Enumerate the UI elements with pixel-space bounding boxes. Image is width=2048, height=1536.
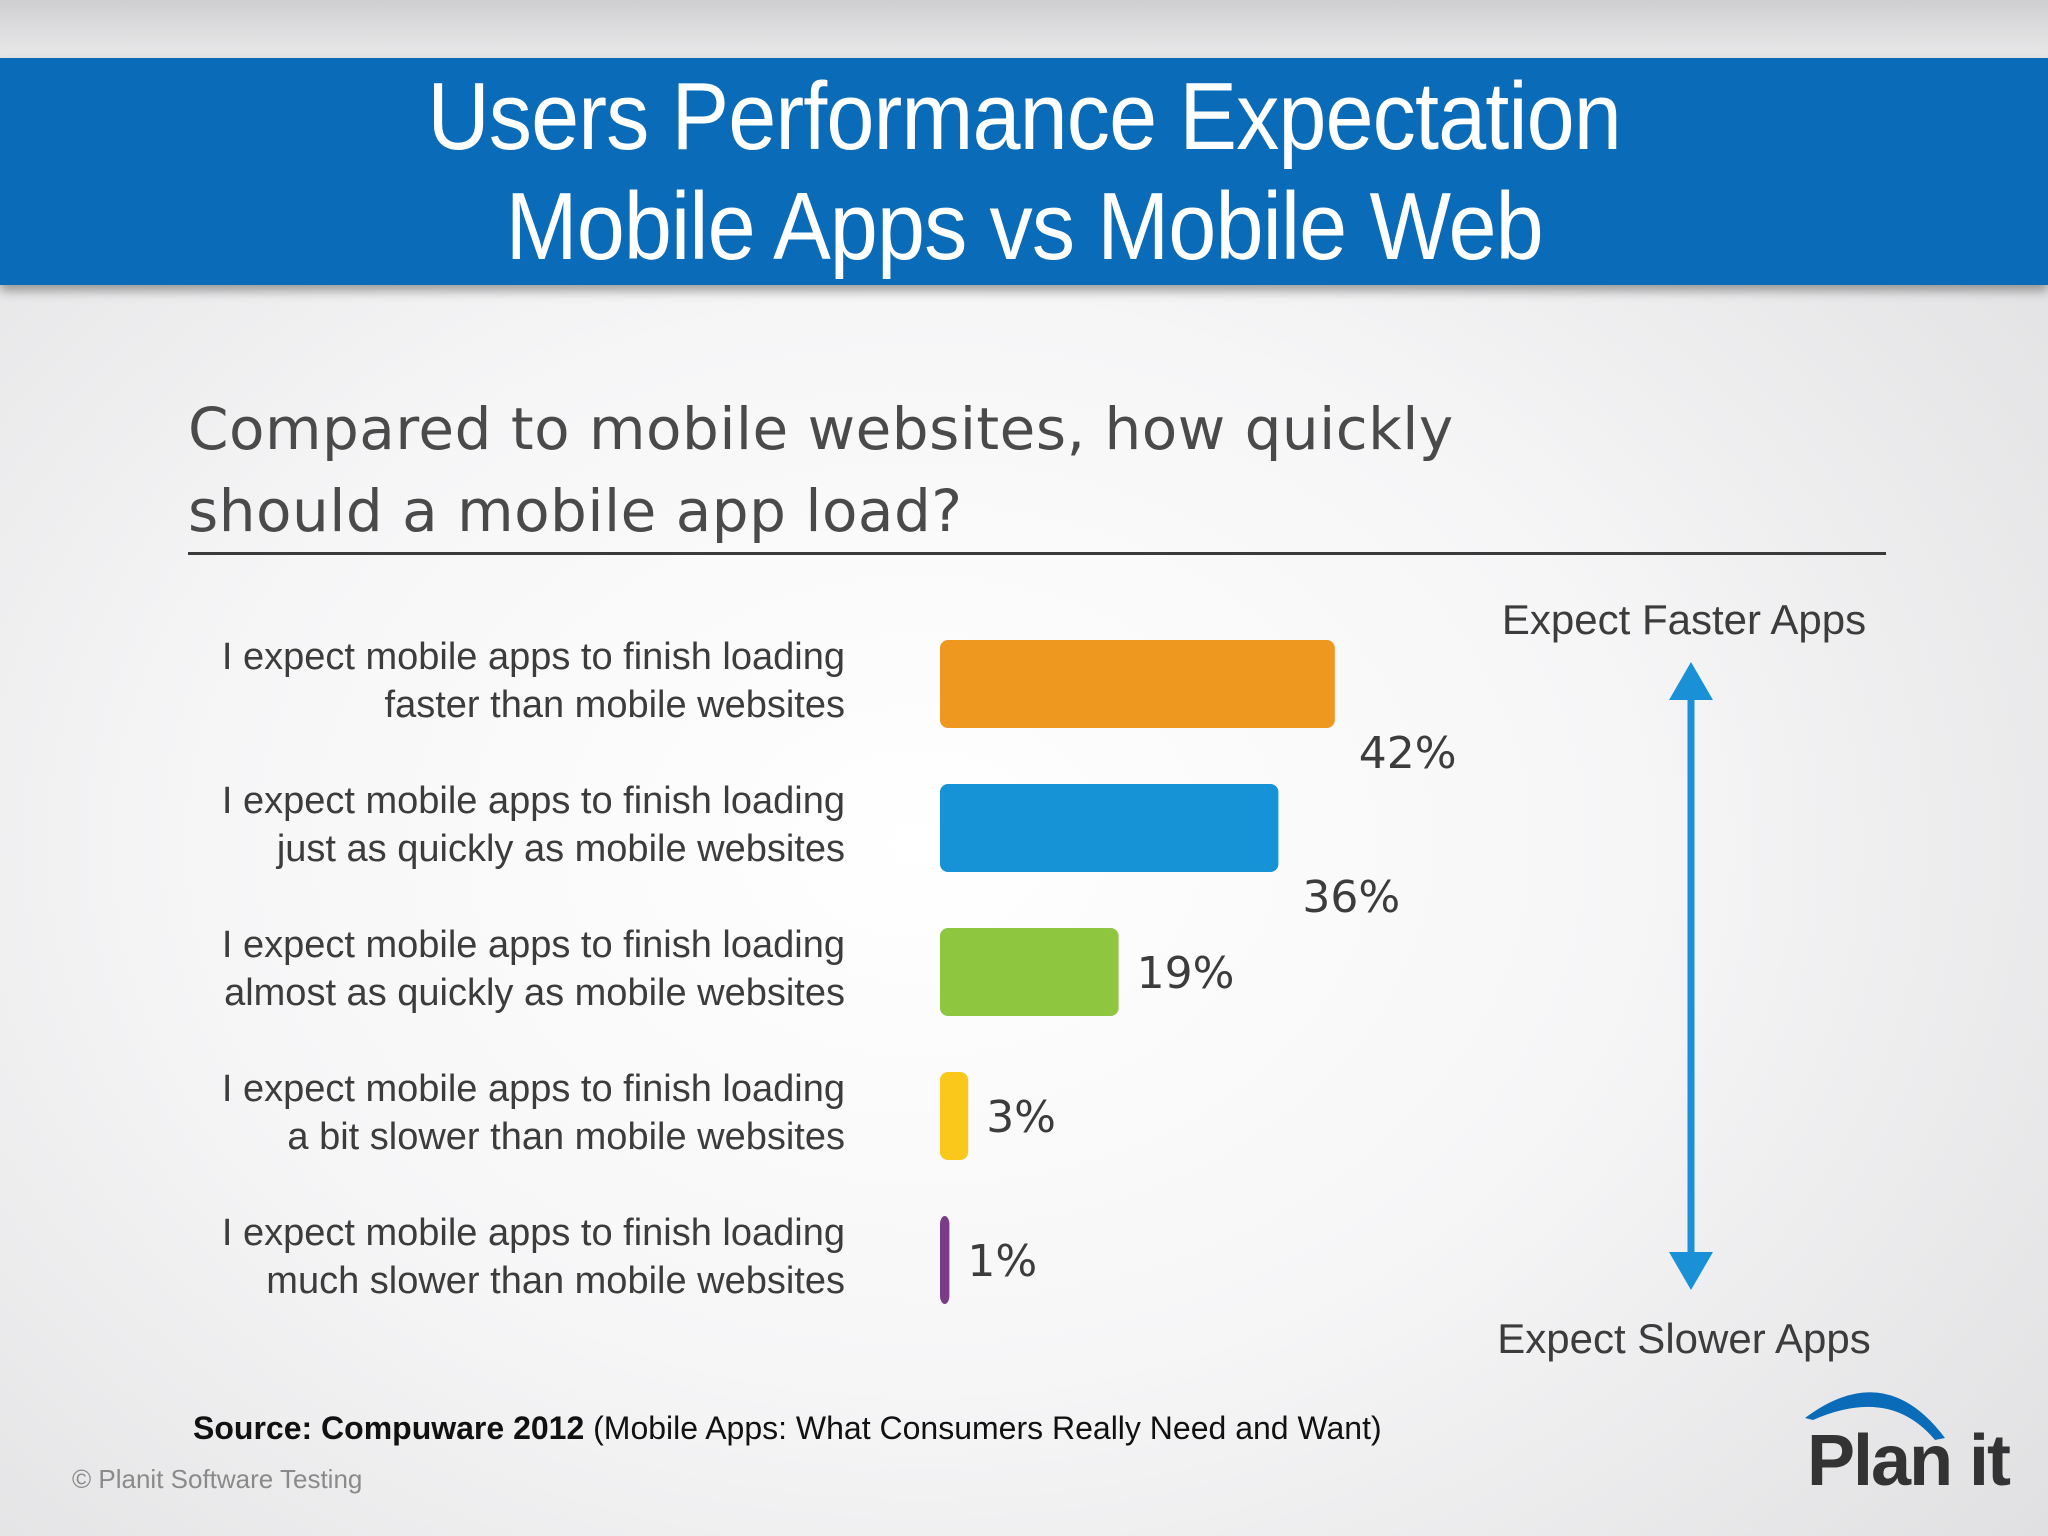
top-strip [0, 0, 2048, 58]
category-label-4-line-1: I expect mobile apps to finish loading [222, 1068, 845, 1110]
source-detail: (Mobile Apps: What Consumers Really Need… [593, 1410, 1382, 1446]
arrow-down-icon [1669, 1252, 1713, 1290]
bar-3 [940, 928, 1119, 1016]
category-label-4-line-2: a bit slower than mobile websites [287, 1116, 845, 1158]
slide-title-line-1: Users Performance Expectation [427, 62, 1622, 170]
category-label-1-line-1: I expect mobile apps to finish loading [222, 636, 845, 678]
arrow-up-icon [1669, 662, 1713, 700]
slide-title-line-2: Mobile Apps vs Mobile Web [505, 172, 1543, 280]
bar-1 [940, 640, 1335, 728]
bar-2 [940, 784, 1279, 872]
chart-question: Compared to mobile websites, how quickly… [188, 388, 1638, 552]
category-label-5-line-1: I expect mobile apps to finish loading [222, 1212, 845, 1254]
value-label-4: 3% [986, 1092, 1056, 1143]
logo-arc-icon [1805, 1392, 1945, 1440]
value-label-1: 42% [1359, 728, 1457, 779]
value-label-2: 36% [1302, 872, 1400, 923]
logo-wordmark: Plan it [1807, 1421, 2011, 1501]
copyright: © Planit Software Testing [72, 1464, 363, 1494]
source-bold: Source: Compuware 2012 [193, 1410, 585, 1446]
title-bar: Users Performance Expectation Mobile App… [0, 58, 2048, 285]
category-label-1-line-2: faster than mobile websites [385, 684, 845, 726]
source-citation: Source: Compuware 2012 (Mobile Apps: Wha… [193, 1410, 1382, 1447]
bar-chart: I expect mobile apps to finish loading fa… [222, 596, 1871, 1362]
value-label-3: 19% [1137, 948, 1235, 999]
annotation-bottom: Expect Slower Apps [1497, 1315, 1871, 1362]
question-line-1: Compared to mobile websites, how quickly [188, 395, 1454, 463]
bar-5 [940, 1216, 950, 1304]
category-label-2-line-1: I expect mobile apps to finish loading [222, 780, 845, 822]
annotation-top: Expect Faster Apps [1502, 596, 1866, 643]
question-line-2: should a mobile app load? [188, 477, 963, 545]
category-label-5-line-2: much slower than mobile websites [266, 1260, 845, 1302]
category-label-2-line-2: just as quickly as mobile websites [276, 828, 845, 870]
category-label-3-line-1: I expect mobile apps to finish loading [222, 924, 845, 966]
planit-logo: Plan it [1795, 1378, 2011, 1508]
value-label-5: 1% [967, 1236, 1037, 1287]
category-label-3-line-2: almost as quickly as mobile websites [224, 972, 845, 1014]
question-divider [188, 552, 1886, 555]
bar-4 [940, 1072, 969, 1160]
